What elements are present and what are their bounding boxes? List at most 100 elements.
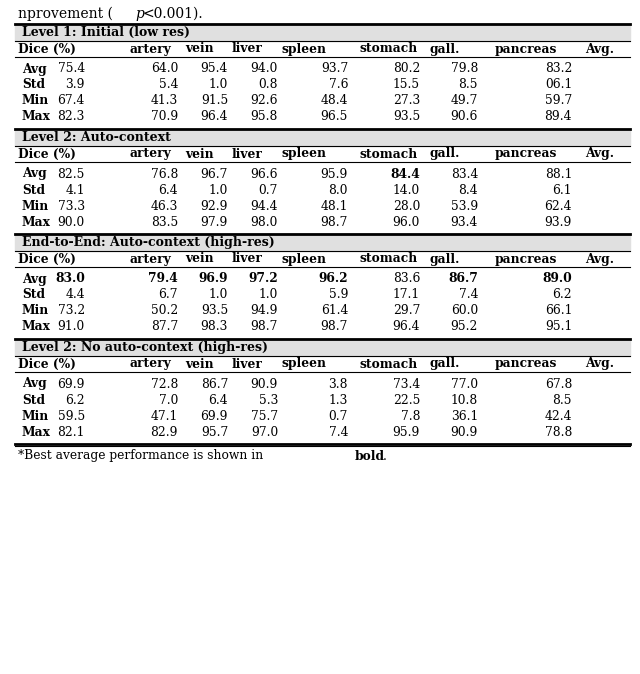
Text: 98.7: 98.7 <box>321 321 348 334</box>
Text: 95.7: 95.7 <box>201 425 228 439</box>
Text: 22.5: 22.5 <box>392 394 420 406</box>
Text: 79.8: 79.8 <box>451 63 478 75</box>
Text: spleen: spleen <box>282 148 327 160</box>
Text: 86.7: 86.7 <box>200 377 228 390</box>
Bar <box>15 129 630 146</box>
Text: 6.2: 6.2 <box>65 394 85 406</box>
Text: Dice (%): Dice (%) <box>18 357 76 371</box>
Bar <box>15 234 630 251</box>
Text: 61.4: 61.4 <box>321 305 348 317</box>
Text: 96.7: 96.7 <box>200 168 228 181</box>
Text: pancreas: pancreas <box>495 357 557 371</box>
Text: artery: artery <box>130 42 172 55</box>
Text: 6.4: 6.4 <box>158 183 178 197</box>
Text: Min: Min <box>22 410 49 423</box>
Text: 6.2: 6.2 <box>552 288 572 301</box>
Text: 8.4: 8.4 <box>458 183 478 197</box>
Text: 90.9: 90.9 <box>451 425 478 439</box>
Text: 59.5: 59.5 <box>58 410 85 423</box>
Text: 95.4: 95.4 <box>200 63 228 75</box>
Text: Avg: Avg <box>22 272 47 286</box>
Text: 76.8: 76.8 <box>150 168 178 181</box>
Text: 72.8: 72.8 <box>150 377 178 390</box>
Text: spleen: spleen <box>282 253 327 266</box>
Text: *Best average performance is shown in: *Best average performance is shown in <box>18 450 267 462</box>
Text: vein: vein <box>185 148 214 160</box>
Text: 6.1: 6.1 <box>552 183 572 197</box>
Text: 62.4: 62.4 <box>545 200 572 212</box>
Text: 60.0: 60.0 <box>451 305 478 317</box>
Text: 75.7: 75.7 <box>251 410 278 423</box>
Text: 82.5: 82.5 <box>58 168 85 181</box>
Text: 50.2: 50.2 <box>151 305 178 317</box>
Text: 5.9: 5.9 <box>328 288 348 301</box>
Bar <box>15 339 630 356</box>
Text: 8.5: 8.5 <box>552 394 572 406</box>
Text: 47.1: 47.1 <box>151 410 178 423</box>
Text: 6.7: 6.7 <box>159 288 178 301</box>
Text: artery: artery <box>130 148 172 160</box>
Text: Max: Max <box>22 425 51 439</box>
Text: 92.6: 92.6 <box>250 94 278 107</box>
Text: Max: Max <box>22 111 51 123</box>
Text: Avg: Avg <box>22 377 47 390</box>
Text: 83.4: 83.4 <box>451 168 478 181</box>
Text: 78.8: 78.8 <box>545 425 572 439</box>
Text: 96.6: 96.6 <box>250 168 278 181</box>
Text: 96.2: 96.2 <box>318 272 348 286</box>
Text: artery: artery <box>130 357 172 371</box>
Text: 29.7: 29.7 <box>392 305 420 317</box>
Text: 98.0: 98.0 <box>251 216 278 228</box>
Text: 93.9: 93.9 <box>545 216 572 228</box>
Text: Avg.: Avg. <box>585 42 614 55</box>
Text: 10.8: 10.8 <box>451 394 478 406</box>
Text: 36.1: 36.1 <box>451 410 478 423</box>
Text: bold: bold <box>355 450 385 462</box>
Text: 7.8: 7.8 <box>401 410 420 423</box>
Text: 82.1: 82.1 <box>58 425 85 439</box>
Text: Avg.: Avg. <box>585 253 614 266</box>
Text: 59.7: 59.7 <box>545 94 572 107</box>
Text: Dice (%): Dice (%) <box>18 148 76 160</box>
Text: 95.2: 95.2 <box>451 321 478 334</box>
Text: 82.3: 82.3 <box>58 111 85 123</box>
Text: 1.0: 1.0 <box>209 183 228 197</box>
Text: 98.3: 98.3 <box>200 321 228 334</box>
Text: pancreas: pancreas <box>495 148 557 160</box>
Text: 95.1: 95.1 <box>545 321 572 334</box>
Text: Level 2: Auto-context: Level 2: Auto-context <box>22 131 171 144</box>
Text: stomach: stomach <box>360 42 419 55</box>
Text: 46.3: 46.3 <box>150 200 178 212</box>
Text: 1.0: 1.0 <box>209 78 228 92</box>
Text: spleen: spleen <box>282 357 327 371</box>
Text: 1.0: 1.0 <box>259 288 278 301</box>
Text: 4.4: 4.4 <box>65 288 85 301</box>
Text: liver: liver <box>232 253 263 266</box>
Text: Dice (%): Dice (%) <box>18 253 76 266</box>
Text: 5.3: 5.3 <box>259 394 278 406</box>
Text: 8.0: 8.0 <box>328 183 348 197</box>
Text: liver: liver <box>232 357 263 371</box>
Text: 6.4: 6.4 <box>209 394 228 406</box>
Text: 4.1: 4.1 <box>65 183 85 197</box>
Text: 49.7: 49.7 <box>451 94 478 107</box>
Text: <0.001).: <0.001). <box>143 7 204 21</box>
Text: 42.4: 42.4 <box>545 410 572 423</box>
Text: End-to-End: Auto-context (high-res): End-to-End: Auto-context (high-res) <box>22 236 275 249</box>
Text: 83.0: 83.0 <box>55 272 85 286</box>
Text: vein: vein <box>185 357 214 371</box>
Text: stomach: stomach <box>360 148 419 160</box>
Bar <box>15 24 630 41</box>
Text: Level 2: No auto-context (high-res): Level 2: No auto-context (high-res) <box>22 341 268 354</box>
Text: 7.0: 7.0 <box>159 394 178 406</box>
Text: 96.4: 96.4 <box>200 111 228 123</box>
Text: Max: Max <box>22 321 51 334</box>
Text: pancreas: pancreas <box>495 253 557 266</box>
Text: spleen: spleen <box>282 42 327 55</box>
Text: 97.2: 97.2 <box>248 272 278 286</box>
Text: Min: Min <box>22 200 49 212</box>
Text: 91.0: 91.0 <box>58 321 85 334</box>
Text: 94.0: 94.0 <box>251 63 278 75</box>
Text: nprovement (: nprovement ( <box>18 7 113 21</box>
Text: 93.5: 93.5 <box>201 305 228 317</box>
